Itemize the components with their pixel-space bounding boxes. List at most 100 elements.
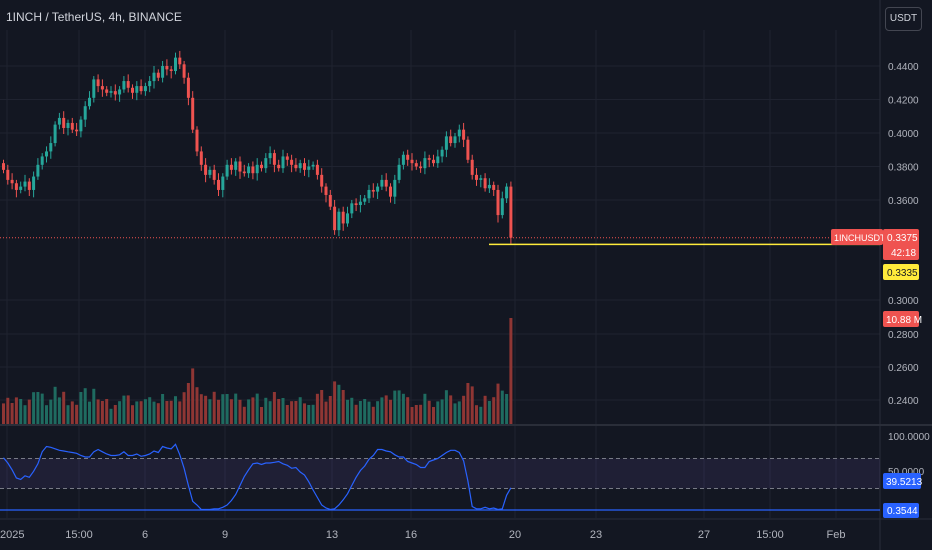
candle-body <box>268 153 272 159</box>
volume-bar <box>45 405 48 424</box>
candle-body <box>290 159 294 165</box>
price-tick-label: 0.3000 <box>888 296 919 307</box>
candle-body <box>247 166 251 174</box>
target-badge-label: 0.3335 <box>887 268 918 279</box>
candle-body <box>143 86 147 92</box>
volume-bar <box>401 393 405 424</box>
volume-bar <box>217 399 220 424</box>
volume-bar <box>83 388 87 424</box>
volume-bar <box>174 396 177 424</box>
rsi-line <box>3 443 512 511</box>
volume-bar <box>161 394 165 424</box>
volume-bar <box>358 401 362 424</box>
price-tick-label: 0.4000 <box>888 129 919 140</box>
volume-badge-label: 10.88 M <box>886 315 922 326</box>
candle-body <box>384 179 388 187</box>
volume-bar <box>178 401 182 424</box>
volume-bar <box>393 390 397 424</box>
candle-body <box>328 194 332 207</box>
volume-bar <box>204 395 208 424</box>
volume-bar <box>436 401 440 424</box>
candle-body <box>346 213 349 224</box>
price-tick-label: 0.3800 <box>888 163 919 174</box>
candle-body <box>260 164 263 169</box>
candle-body <box>367 189 371 199</box>
candle-body <box>88 97 91 107</box>
candle-body <box>423 158 427 169</box>
volume-bar <box>475 405 478 424</box>
volume-bar <box>113 405 117 424</box>
volume-bar <box>354 404 358 424</box>
volume-bar <box>255 393 259 424</box>
candle-body <box>156 72 160 78</box>
candle-body <box>354 203 358 206</box>
candle-body <box>444 136 448 150</box>
volume-bar <box>62 391 66 424</box>
volume-bar <box>457 401 461 424</box>
volume-bar <box>126 395 130 424</box>
candle-body <box>57 117 61 125</box>
volume-bar <box>367 401 371 424</box>
volume-bar <box>505 394 509 424</box>
symbol-badge-label: 1INCHUSDT <box>834 233 886 243</box>
candle-body <box>492 184 496 190</box>
candle-body <box>393 179 397 197</box>
rsi-value-badge <box>883 473 921 489</box>
volume-bar <box>143 399 147 424</box>
time-tick-label: 23 <box>590 529 602 541</box>
volume-bar <box>487 401 491 424</box>
volume-bar <box>397 390 401 424</box>
price-tick-label: 0.3600 <box>888 196 919 207</box>
volume-bar <box>195 387 199 424</box>
volume-bar <box>199 394 203 424</box>
volume-bar <box>53 386 57 424</box>
volume-bar <box>449 395 453 424</box>
candle-body <box>19 186 23 190</box>
volume-bar <box>238 399 242 424</box>
volume-bar <box>363 399 367 424</box>
volume-bar <box>75 404 79 424</box>
volume-bar <box>294 401 298 424</box>
volume-bar <box>303 403 306 424</box>
candle-body <box>307 166 311 170</box>
volume-bar <box>492 397 496 424</box>
candle-body <box>178 57 182 65</box>
price-badge <box>883 229 919 260</box>
candle-body <box>440 149 444 157</box>
candle-body <box>49 143 53 152</box>
candle-body <box>242 171 246 174</box>
candle-body <box>311 164 315 167</box>
volume-bar <box>208 399 212 424</box>
candle-body <box>436 156 440 164</box>
volume-bar <box>311 404 315 424</box>
candle-body <box>410 159 414 164</box>
currency-unit-button[interactable]: USDT <box>885 7 922 31</box>
candle-body <box>277 164 281 169</box>
volume-bar <box>221 394 225 424</box>
symbol-badge <box>831 229 883 245</box>
candle-body <box>324 186 328 195</box>
volume-bar <box>14 397 18 424</box>
volume-bar <box>462 395 466 424</box>
volume-bar <box>376 401 380 424</box>
countdown-label: 42:18 <box>891 248 916 259</box>
candle-body <box>2 163 5 170</box>
volume-bar <box>470 386 474 424</box>
volume-bar <box>27 399 31 424</box>
rsi-tick-top: 100.0000 <box>888 432 930 443</box>
time-tick-label: 16 <box>405 529 417 541</box>
volume-bar <box>509 318 513 424</box>
volume-bar <box>479 406 483 424</box>
candle-body <box>79 119 83 132</box>
volume-bar <box>36 392 40 424</box>
volume-bar <box>66 405 70 424</box>
volume-bar <box>272 392 276 424</box>
candle-body <box>122 81 126 90</box>
rsi-band <box>0 458 880 489</box>
volume-bar <box>88 401 91 424</box>
candle-body <box>83 106 87 120</box>
time-tick-label: 13 <box>326 529 338 541</box>
time-tick-label: 9 <box>222 529 228 541</box>
volume-bar <box>264 397 268 424</box>
